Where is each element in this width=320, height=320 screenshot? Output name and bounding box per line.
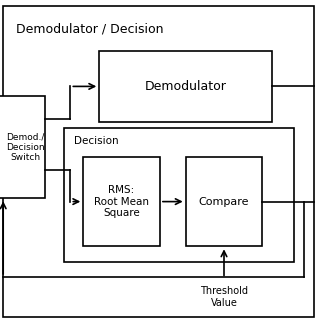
Text: Demodulator / Decision: Demodulator / Decision — [16, 22, 164, 36]
Bar — [83, 157, 160, 246]
Text: Threshold
Value: Threshold Value — [200, 286, 248, 308]
Text: Compare: Compare — [199, 196, 249, 207]
Text: Demodulator: Demodulator — [145, 80, 227, 93]
Text: Decision: Decision — [74, 136, 118, 146]
Bar — [99, 51, 272, 122]
Text: Demod./
Decision
Switch: Demod./ Decision Switch — [6, 132, 45, 162]
Text: RMS:
Root Mean
Square: RMS: Root Mean Square — [94, 185, 149, 218]
Bar — [186, 157, 262, 246]
Bar — [0, 96, 45, 198]
Bar — [64, 128, 294, 262]
